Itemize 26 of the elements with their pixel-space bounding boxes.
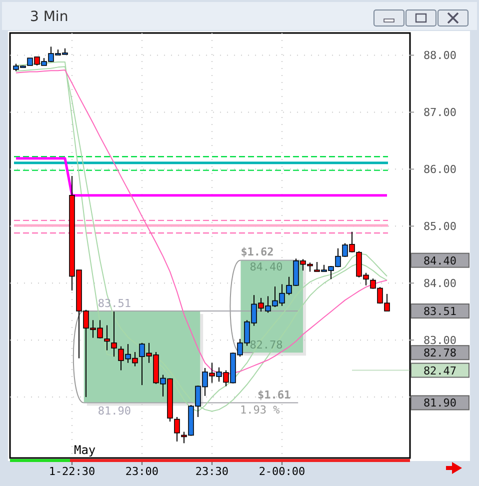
- y-tick-label: 88.00: [423, 49, 457, 62]
- y-tick-label: 85.00: [423, 220, 457, 234]
- ref-line-label: 84.40: [250, 260, 283, 274]
- x-tick-label: 23:00: [125, 465, 159, 478]
- y-tick-label: 87.00: [423, 106, 457, 120]
- candlestick: [174, 416, 180, 442]
- annotation: 1.93 %: [240, 404, 280, 417]
- candlestick: [111, 311, 117, 358]
- text: 84.40: [423, 254, 457, 268]
- candlestick: [104, 324, 110, 351]
- chart-title: 3 Min: [30, 9, 68, 25]
- x-tick-label: 23:30: [195, 465, 229, 478]
- y-tick-label: 84.00: [423, 277, 457, 290]
- annotation: $1.62: [240, 245, 274, 258]
- annotation: $1.61: [258, 388, 291, 402]
- text: 83.51: [423, 305, 457, 318]
- y-tick-label: 83.00: [423, 334, 457, 348]
- ref-line-label: 81.90: [98, 404, 132, 418]
- x-tick-label: 2-00:00: [258, 465, 306, 478]
- annotation: May: [74, 443, 96, 457]
- x-tick-label: 1-22:30: [48, 465, 96, 478]
- ref-line-label: 82.47: [423, 364, 457, 378]
- y-tick-label: 86.00: [423, 163, 457, 176]
- text: 82.78: [423, 346, 457, 360]
- ref-line-label: 82.78: [250, 338, 283, 352]
- text: 81.90: [423, 396, 457, 410]
